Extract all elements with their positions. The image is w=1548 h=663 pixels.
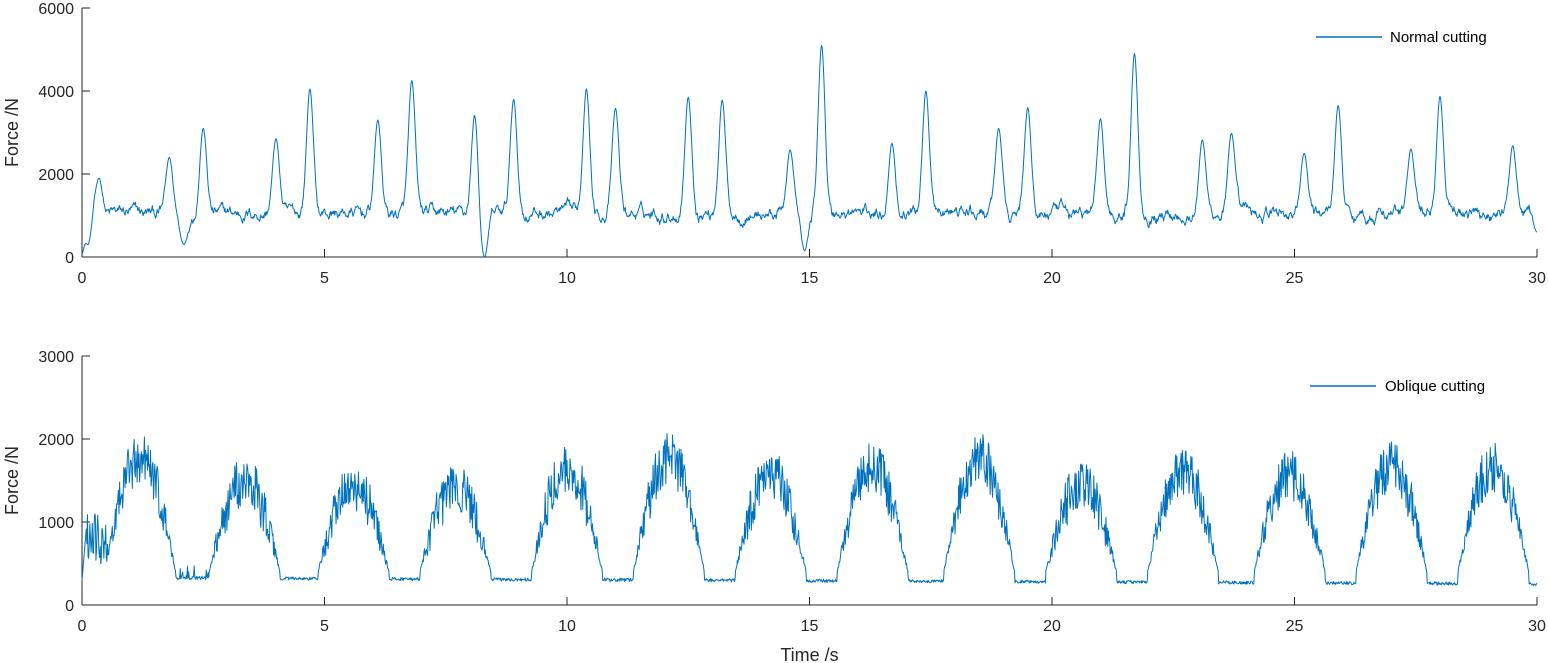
chart-panel-1: 0 5 10 15 20 25 30 0 2000 4000 6000 Force /N Normal … <box>2 1 1546 287</box>
x-tick-label: 25 <box>1286 270 1304 287</box>
legend: Normal cutting <box>1316 29 1487 46</box>
x-axis-label: Time /s <box>780 645 838 663</box>
x-tick-label: 25 <box>1286 618 1304 635</box>
x-tick-label: 0 <box>78 270 87 287</box>
chart-panel-2: 0 5 10 15 20 25 30 0 1000 2000 3000 Force /N Time /s… <box>2 349 1546 663</box>
y-tick-label: 1000 <box>38 515 74 532</box>
y-tick-label: 2000 <box>38 167 74 184</box>
x-tick-label: 15 <box>801 270 819 287</box>
x-tick-label: 5 <box>320 270 329 287</box>
series-line-normal-cutting <box>81 44 1538 258</box>
x-tick-label: 10 <box>558 618 576 635</box>
y-tick-label: 2000 <box>38 432 74 449</box>
x-tick-label: 10 <box>558 270 576 287</box>
y-tick-label: 0 <box>65 250 74 267</box>
legend: Oblique cutting <box>1310 378 1485 395</box>
y-tick-label: 3000 <box>38 349 74 366</box>
x-tick-label: 15 <box>801 618 819 635</box>
x-tick-label: 30 <box>1528 270 1546 287</box>
legend-label: Normal cutting <box>1390 29 1487 46</box>
y-axis-label: Force /N <box>2 98 22 167</box>
x-tick-label: 5 <box>320 618 329 635</box>
y-tick-label: 0 <box>65 598 74 615</box>
x-tick-label: 20 <box>1043 618 1061 635</box>
x-tick-label: 20 <box>1043 270 1061 287</box>
y-tick-label: 4000 <box>38 84 74 101</box>
x-tick-label: 0 <box>78 618 87 635</box>
x-tick-label: 30 <box>1528 618 1546 635</box>
y-axis-label: Force /N <box>2 446 22 515</box>
legend-label: Oblique cutting <box>1385 378 1485 395</box>
y-tick-label: 6000 <box>38 1 74 18</box>
series-line-oblique-cutting <box>81 433 1538 586</box>
